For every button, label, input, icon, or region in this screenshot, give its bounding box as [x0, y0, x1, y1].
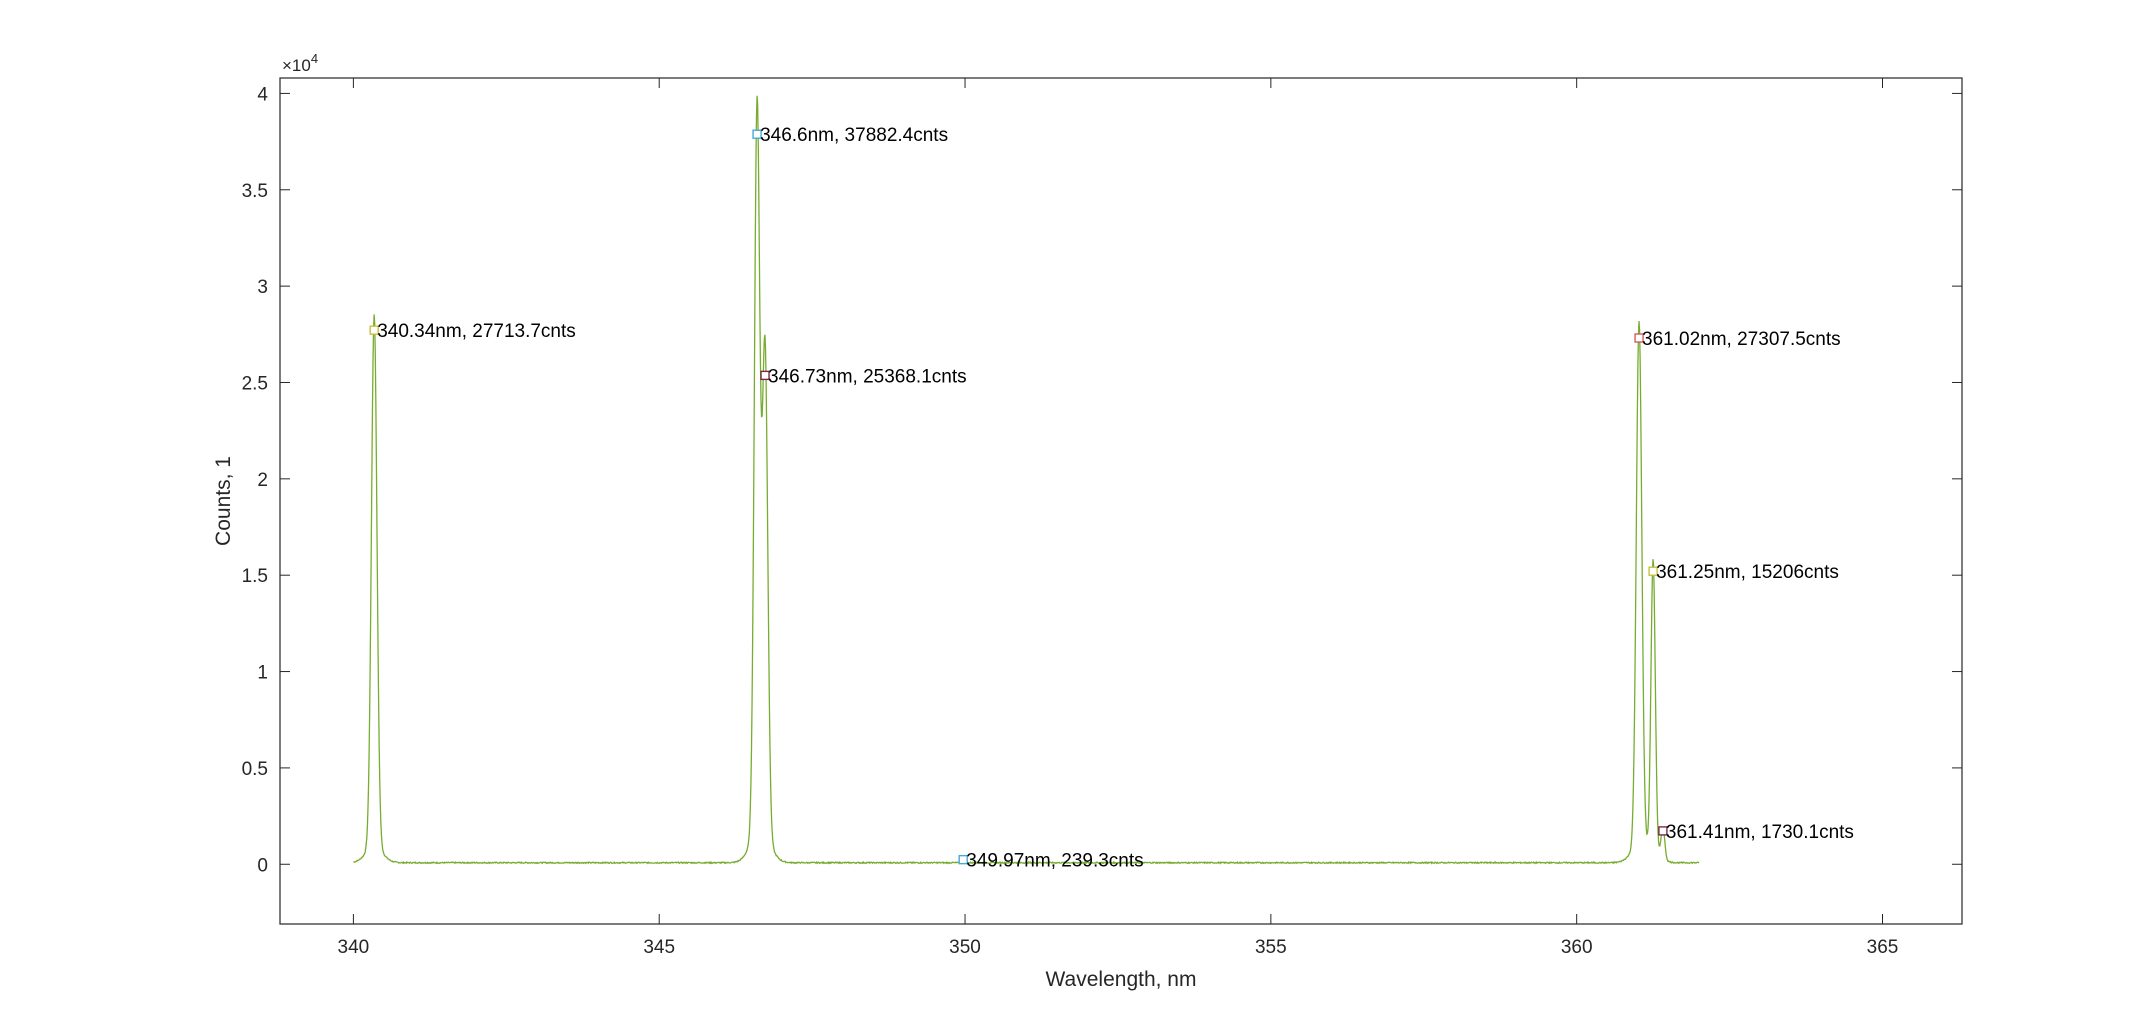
datatip-label: 361.41nm, 1730.1cnts — [1666, 822, 1854, 843]
y-tick-label: 2 — [257, 470, 268, 491]
y-tick-label: 3 — [257, 277, 268, 298]
datatip-label: 361.25nm, 15206cnts — [1656, 562, 1839, 583]
y-tick-label: 3.5 — [242, 181, 268, 202]
y-exponent-base: ×10 — [282, 56, 311, 75]
x-tick-label: 365 — [1867, 937, 1899, 958]
y-tick-label: 1 — [257, 663, 268, 684]
datatip-marker[interactable] — [1634, 333, 1644, 343]
datatip-marker[interactable] — [1648, 566, 1658, 576]
datatip-label: 349.97nm, 239.3cnts — [966, 851, 1143, 872]
y-tick-label: 2.5 — [242, 373, 268, 394]
datatip-label: 346.73nm, 25368.1cnts — [768, 366, 967, 387]
x-tick-label: 340 — [338, 937, 370, 958]
x-tick-label: 345 — [643, 937, 675, 958]
datatip-marker[interactable] — [958, 854, 968, 865]
y-tick-label: 0.5 — [242, 759, 268, 780]
datatip-marker[interactable] — [760, 370, 770, 381]
y-exponent-label: ×104 — [282, 51, 318, 75]
datatip-label: 346.6nm, 37882.4cnts — [760, 125, 948, 146]
y-tick-label: 1.5 — [242, 566, 268, 587]
x-tick-label: 360 — [1561, 937, 1593, 958]
spectrum-line — [353, 95, 1700, 865]
datatip-marker[interactable] — [1658, 826, 1668, 836]
datatip-marker[interactable] — [369, 325, 379, 335]
datatip-label: 361.02nm, 27307.5cnts — [1642, 329, 1841, 350]
y-axis-ticks: 0 0.5 1 1.5 2 2.5 3 3.5 4 — [242, 84, 1962, 876]
axes-box — [279, 77, 1963, 925]
x-axis-label: Wavelength, nm — [1046, 968, 1197, 991]
curve-layer — [353, 95, 1700, 865]
annotation-layer: 340.34nm, 27713.7cnts 346.6nm, 37882.4cnt… — [369, 125, 1854, 872]
x-tick-label: 355 — [1255, 937, 1287, 958]
datatip-label: 340.34nm, 27713.7cnts — [377, 321, 576, 342]
datatip-marker[interactable] — [752, 129, 762, 139]
x-axis-ticks: 340 345 350 355 360 365 — [338, 78, 1899, 958]
x-tick-label: 350 — [949, 937, 981, 958]
y-axis-label: Counts, 1 — [212, 456, 235, 546]
axes-background — [280, 78, 1962, 924]
y-tick-label: 4 — [257, 84, 268, 105]
y-exponent-power: 4 — [311, 51, 318, 66]
y-tick-label: 0 — [257, 855, 268, 876]
